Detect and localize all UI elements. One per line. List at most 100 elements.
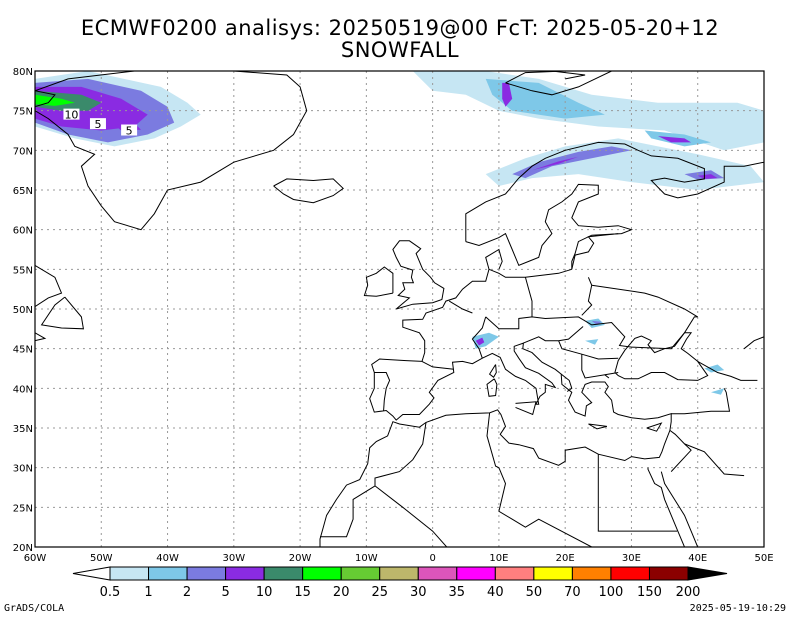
latitude-label: 60N — [13, 226, 33, 237]
colorbar-segment — [417, 566, 458, 581]
coastline — [465, 183, 634, 270]
colorbar-segment — [109, 566, 150, 581]
coastline — [498, 467, 592, 547]
coastline — [363, 266, 394, 297]
latitude-label: 80N — [13, 67, 33, 78]
colorbar-segment — [456, 566, 496, 581]
latitude-label: 20N — [13, 543, 33, 554]
coastline — [319, 269, 672, 547]
colorbar-segment — [648, 566, 689, 581]
snowfall-area — [502, 82, 513, 107]
colorbar-min-arrow — [72, 566, 111, 581]
colorbar-segment — [494, 566, 535, 581]
longitude-label: 10E — [489, 553, 508, 564]
longitude-label: 20E — [556, 553, 575, 564]
coastline — [485, 248, 572, 278]
latitude-label: 45N — [13, 345, 33, 356]
coastline — [471, 316, 487, 359]
coastline — [588, 423, 608, 430]
coastline — [560, 373, 573, 392]
coastline — [448, 300, 473, 314]
coastline — [581, 277, 593, 316]
coastline — [646, 422, 663, 432]
coastline — [392, 240, 445, 310]
coastline — [671, 388, 731, 415]
coastline — [35, 332, 47, 342]
contour-label-box — [89, 118, 106, 130]
snowfall-area — [475, 337, 485, 346]
coastline — [486, 378, 498, 397]
latitude-label: 50N — [13, 305, 33, 316]
coastline — [669, 429, 692, 472]
contour-label: 5 — [94, 118, 101, 131]
coastline — [515, 401, 537, 416]
coastline — [374, 422, 427, 486]
software-credit: GrADS/COLA — [4, 603, 65, 614]
coastline — [743, 336, 764, 389]
coastline — [374, 485, 448, 547]
colorbar-segment — [571, 566, 612, 581]
contour-label: 5 — [126, 125, 133, 138]
colorbar-label: 15 — [294, 585, 311, 600]
colorbar-label: 200 — [676, 585, 701, 600]
colorbar-label: 50 — [526, 585, 543, 600]
colorbar-label: 1 — [144, 585, 152, 600]
coastline — [320, 485, 376, 538]
longitude-labels: 60W 50W 40W 30W 20W 10W 0 10E 20E 30E 40E 50E — [24, 553, 774, 564]
coastline — [465, 141, 764, 242]
snowfall-area — [697, 174, 718, 179]
contour-label: 10 — [64, 109, 78, 122]
coastline — [571, 233, 619, 270]
coastline — [614, 332, 709, 381]
colorbar-segment — [186, 566, 227, 581]
colorbar-segment — [533, 566, 573, 581]
snowfall-area — [512, 146, 632, 179]
coastlines — [35, 71, 764, 547]
coastline — [591, 284, 698, 318]
contour-labels: 10 5 5 — [63, 108, 138, 138]
latitude-label: 70N — [13, 146, 33, 157]
coastline — [35, 264, 63, 308]
longitude-label: 0 — [429, 553, 435, 564]
latitude-label: 65N — [13, 186, 33, 197]
coastline — [524, 277, 533, 317]
snowfall-area — [658, 136, 692, 143]
render-timestamp: 2025-05-19-10:29 — [689, 603, 786, 614]
colorbar-max-arrow — [687, 566, 728, 581]
snowfall-area — [711, 388, 725, 395]
coastline — [505, 71, 612, 96]
coastline — [374, 372, 391, 411]
longitude-label: 20W — [289, 553, 312, 564]
latitude-labels: 80N 75N 70N 65N 60N 55N 50N 45N 40N 35N 30N 25N 20N — [13, 67, 33, 554]
colorbar-label: 70 — [564, 585, 581, 600]
snowfall-area — [532, 156, 579, 171]
longitude-label: 50W — [90, 553, 113, 564]
colorbar-label: 25 — [371, 585, 388, 600]
coastline — [421, 360, 454, 370]
graticule — [35, 71, 764, 547]
map-title: ECMWF0200 analisys: 20250519@00 FcT: 202… — [80, 16, 720, 40]
coastline — [660, 471, 699, 547]
map-frame — [34, 70, 765, 548]
colorbar-label: 100 — [599, 585, 624, 600]
colorbar: 0.5 1 2 5 10 15 20 25 30 35 40 50 70 100 150 200 — [72, 566, 728, 600]
coastline — [604, 372, 619, 376]
colorbar-segment — [302, 566, 342, 581]
latitude-label: 40N — [13, 384, 33, 395]
coastline — [558, 340, 619, 360]
longitude-label: 30E — [622, 553, 641, 564]
colorbar-segment — [610, 566, 650, 581]
colorbar-segment — [263, 566, 304, 581]
contour-label-box — [121, 124, 138, 136]
colorbar-label: 35 — [449, 585, 466, 600]
snowfall-area — [585, 339, 599, 345]
coastline — [581, 354, 610, 379]
coastline — [763, 133, 764, 136]
coastline — [523, 326, 584, 344]
coastline — [273, 178, 344, 204]
colorbar-label: 10 — [256, 585, 273, 600]
colorbar-label: 30 — [410, 585, 427, 600]
coastline — [40, 296, 84, 330]
latitude-label: 30N — [13, 464, 33, 475]
